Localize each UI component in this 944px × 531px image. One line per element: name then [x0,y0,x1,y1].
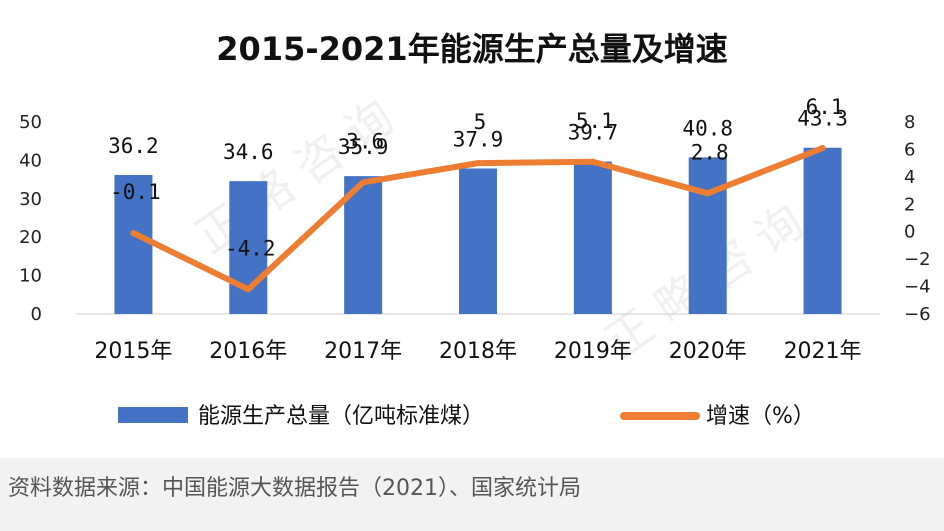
left-axis-tick: 40 [19,150,42,171]
growth-value-label: 2.8 [691,140,729,164]
right-axis-tick: 0 [904,222,915,243]
bar-series [114,147,842,314]
bar-data-labels: 36.2 34.6 35.9 37.9 39.7 40.8 43.3 [108,107,848,164]
growth-point-1 [130,230,137,237]
legend-label-line: 增速（%） [706,404,815,429]
category-label: 2020年 [669,339,747,364]
bar-value-label: 35.9 [338,135,389,159]
growth-value-label: -0.1 [110,180,161,204]
legend: 能源生产总量（亿吨标准煤） 增速（%） [118,404,815,429]
bar-1 [114,174,153,314]
category-label: 2016年 [209,339,287,364]
left-axis-tick: 30 [19,189,42,210]
right-axis-tick: 4 [904,167,915,188]
bar-7 [803,147,842,314]
right-axis-tick: 2 [904,194,915,215]
bar-value-label: 40.8 [682,116,733,140]
growth-point-6 [704,190,711,197]
growth-value-label: 5.1 [576,109,614,133]
chart-title: 2015-2021年能源生产总量及增速 [216,30,727,68]
category-labels: 2015年 2016年 2017年 2018年 2019年 2020年 2021年 [94,339,861,364]
bar-6 [688,157,727,314]
growth-value-label: -4.2 [225,236,276,260]
right-axis-tick: 6 [904,139,915,160]
right-axis: −6 −4 −2 0 2 4 6 8 [904,112,931,325]
bar-4 [459,168,497,314]
line-series [130,145,826,293]
chart-svg: 2015-2021年能源生产总量及增速 正 略 咨 询 正 略 咨 询 0102… [19,30,931,429]
right-axis-tick: 8 [904,112,915,133]
bar-5 [573,161,612,314]
growth-point-2 [245,286,252,293]
category-label: 2018年 [439,339,517,364]
source-footer: 资料数据来源：中国能源大数据报告（2021）、国家统计局 [0,458,944,531]
bar-value-label: 43.3 [797,107,848,131]
legend-label-bar: 能源生产总量（亿吨标准煤） [198,404,484,429]
growth-value-label: 5 [474,110,487,134]
category-label: 2017年 [324,339,402,364]
right-axis-tick: −4 [904,277,931,298]
category-label: 2015年 [94,339,172,364]
growth-value-label: 3.6 [346,129,384,153]
bar-value-label: 39.7 [568,121,619,145]
legend-swatch-bar [118,407,188,423]
growth-point-3 [360,179,367,186]
chart: 2015-2021年能源生产总量及增速 正 略 咨 询 正 略 咨 询 0 10 2… [19,30,931,429]
category-label: 2019年 [554,339,632,364]
left-axis-tick: 10 [19,266,42,287]
bar-value-label: 34.6 [223,140,274,164]
growth-value-label: 6.1 [806,95,844,119]
right-axis-tick: −2 [904,249,931,270]
bar-3 [344,176,383,314]
source-note: 资料数据来源：中国能源大数据报告（2021）、国家统计局 [8,476,581,501]
left-axis-tick: 20 [19,227,42,248]
bar-value-label: 37.9 [453,127,504,151]
bar-value-label: 36.2 [108,134,159,158]
left-axis-tick: 0 [31,304,42,325]
growth-point-4 [475,160,481,167]
growth-point-7 [819,145,826,152]
right-axis-tick: −6 [904,304,931,325]
line-data-labels: -0.1 -4.2 3.6 5 5.1 2.8 6.1 [110,95,843,260]
category-label: 2021年 [784,339,862,364]
growth-point-5 [589,158,596,165]
left-axis-tick: 50 [19,112,42,133]
left-axis: 0 10 20 30 40 50 [19,112,42,325]
